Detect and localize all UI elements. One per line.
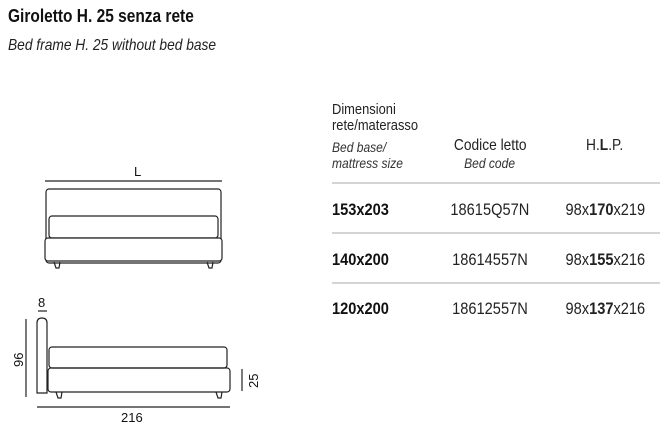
mattress bbox=[48, 346, 228, 369]
leg bbox=[206, 261, 214, 269]
size-cell: 140x200 bbox=[332, 250, 398, 270]
headboard-thickness-label: 8 bbox=[38, 295, 45, 310]
hlp-cell: 98x137x216 bbox=[545, 299, 664, 319]
cell-text: 98x bbox=[565, 200, 589, 219]
cell-text-bold: 155 bbox=[588, 250, 614, 269]
page-subtitle: Bed frame H. 25 without bed base bbox=[8, 37, 250, 55]
header-text: Dimensioni bbox=[332, 101, 396, 118]
cell-text: 153x203 bbox=[332, 200, 389, 219]
leg bbox=[53, 261, 61, 269]
width-label: L bbox=[134, 164, 141, 179]
header-text: Codice letto bbox=[453, 137, 527, 154]
cell-text: x216 bbox=[613, 250, 645, 269]
headboard bbox=[36, 317, 48, 394]
col-size-header-en-1: Bed base/ bbox=[332, 139, 395, 155]
hlp-cell: 98x170x219 bbox=[545, 200, 664, 220]
cell-text: 120x200 bbox=[332, 299, 389, 318]
col-size-header-en-2: mattress size bbox=[332, 155, 414, 171]
front-view: L bbox=[44, 164, 223, 269]
cell-text: 140x200 bbox=[332, 250, 389, 269]
title-text: Giroletto H. 25 senza rete bbox=[8, 6, 194, 26]
header-text: H. bbox=[586, 137, 601, 154]
height-label: 96 bbox=[11, 353, 26, 367]
mattress bbox=[48, 215, 219, 239]
cell-text: x216 bbox=[613, 299, 645, 318]
cell-text: 98x bbox=[565, 250, 589, 269]
hlp-cell: 98x155x216 bbox=[545, 250, 664, 270]
code-cell: 18612557N bbox=[420, 299, 560, 319]
cell-text: 18612557N bbox=[452, 299, 528, 318]
page-title: Giroletto H. 25 senza rete bbox=[8, 6, 224, 27]
cell-text: x219 bbox=[613, 200, 645, 219]
col-code-header-en: Bed code bbox=[420, 155, 560, 171]
subtitle-text: Bed frame H. 25 without bed base bbox=[8, 37, 217, 54]
header-text-bold: L bbox=[600, 137, 609, 154]
cell-text: 18614557N bbox=[452, 250, 528, 269]
leg bbox=[55, 391, 63, 399]
cell-text-bold: 170 bbox=[588, 200, 614, 219]
frame-height-label: 25 bbox=[246, 374, 261, 388]
cell-text: 18615Q57N bbox=[450, 200, 530, 219]
col-size-header-it-2: rete/materasso bbox=[332, 117, 432, 134]
divider bbox=[332, 232, 660, 234]
leg bbox=[215, 391, 223, 399]
header-text: rete/materasso bbox=[332, 117, 419, 134]
code-cell: 18614557N bbox=[420, 250, 560, 270]
cell-text-bold: 137 bbox=[588, 299, 614, 318]
divider bbox=[332, 182, 660, 184]
divider bbox=[332, 282, 660, 284]
header-text: .P. bbox=[608, 137, 624, 154]
size-cell: 120x200 bbox=[332, 299, 398, 319]
size-cell: 153x203 bbox=[332, 200, 398, 220]
col-size-header-it-1: Dimensioni bbox=[332, 101, 406, 118]
length-label: 216 bbox=[121, 410, 143, 425]
code-cell: 18615Q57N bbox=[420, 200, 560, 220]
col-code-header-it: Codice letto bbox=[420, 137, 560, 155]
header-text: Bed base/ bbox=[332, 139, 387, 155]
header-text: Bed code bbox=[464, 155, 516, 171]
side-view: 8 96 25 216 bbox=[11, 295, 261, 425]
col-hlp-header: H.L.P. bbox=[555, 137, 655, 155]
headboard bbox=[45, 188, 222, 264]
bed-base bbox=[44, 237, 223, 262]
bed-base bbox=[47, 367, 231, 393]
header-text: mattress size bbox=[332, 155, 403, 171]
cell-text: 98x bbox=[565, 299, 589, 318]
